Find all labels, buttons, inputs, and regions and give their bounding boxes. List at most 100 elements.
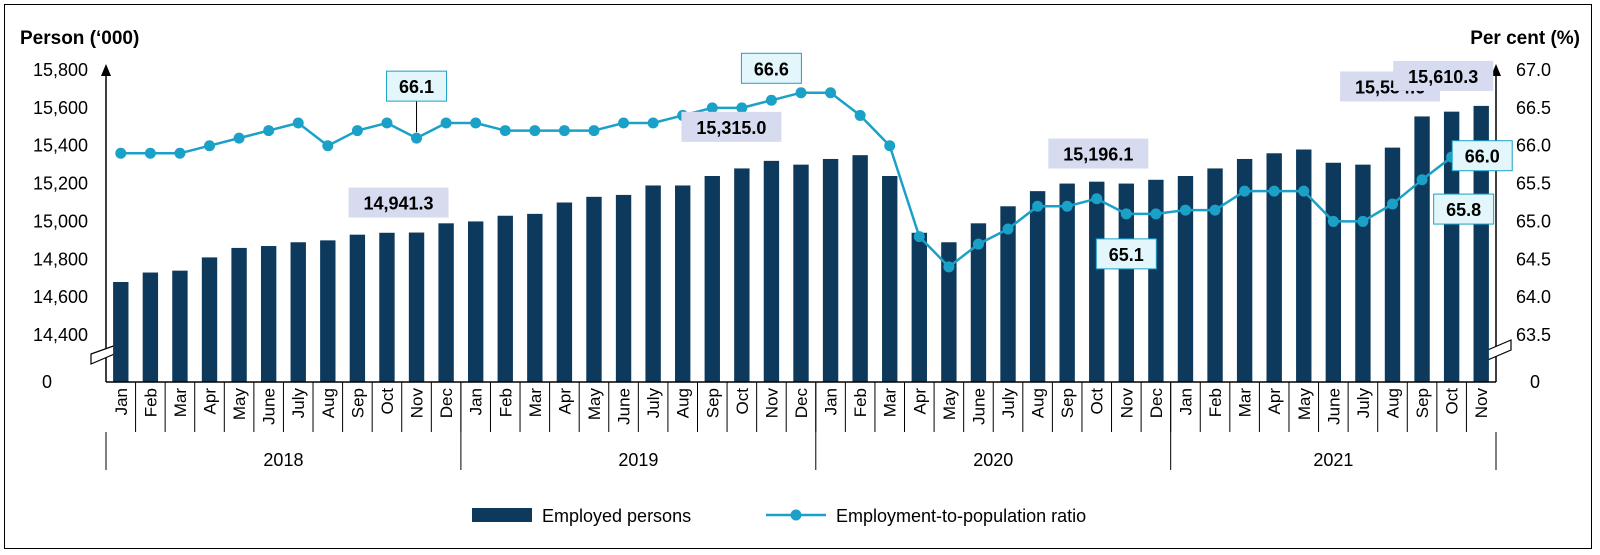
month-label: Apr: [201, 388, 220, 415]
ratio-point: [470, 117, 482, 129]
right-tick-label: 66.5: [1516, 98, 1551, 118]
month-label: Aug: [319, 388, 338, 418]
x-axis: Jan Feb Mar Apr May June July Aug Sep Oct Nov Dec Ja…: [105, 381, 1497, 470]
bar-data-label: 15,610.3: [1408, 67, 1478, 87]
month-label: Mar: [171, 388, 190, 418]
ratio-label-box: [386, 70, 448, 102]
ratio-point: [1002, 223, 1014, 235]
ratio-point: [322, 140, 334, 152]
month-label: June: [615, 388, 634, 425]
bar-employed-persons: [1177, 176, 1194, 382]
bar-employed-persons: [1296, 149, 1312, 382]
month-label: May: [230, 388, 249, 421]
month-label: June: [1324, 388, 1343, 425]
bar-employed-persons: [113, 282, 129, 382]
bar-employed-persons: [763, 160, 780, 382]
right-tick-label: 65.0: [1516, 211, 1551, 231]
left-axis-title: Person (‘000): [20, 28, 139, 49]
ratio-point: [854, 109, 866, 121]
ratio-label-box: [1095, 238, 1157, 270]
right-tick-label: 66.0: [1516, 136, 1551, 156]
month-label: July: [644, 388, 663, 419]
ratio-point: [647, 117, 659, 129]
month-label: Dec: [437, 388, 456, 419]
bar-data-label: 14,941.3: [363, 194, 433, 214]
bar-employed-persons: [1414, 116, 1430, 382]
legend: Employed persons Employment-to-populatio…: [472, 506, 1086, 526]
bar-employed-persons: [1089, 181, 1105, 382]
bar-employed-persons: [941, 242, 957, 382]
ratio-point: [1061, 200, 1073, 212]
month-label: Aug: [1383, 388, 1402, 418]
ratio-point: [736, 102, 748, 114]
month-label: Oct: [378, 388, 397, 415]
month-label: June: [969, 388, 988, 425]
ratio-point: [292, 117, 304, 129]
ratio-point: [233, 132, 245, 144]
ratio-point: [204, 140, 216, 152]
data-labels: 14,941.315,315.015,196.115,554.615,610.3…: [348, 52, 1513, 270]
month-label: Sep: [1413, 388, 1432, 418]
month-label: Jan: [467, 388, 486, 415]
month-label: July: [999, 388, 1018, 419]
bar-employed-persons: [1325, 162, 1342, 382]
right-tick-label: 64.0: [1516, 287, 1551, 307]
bar-employed-persons: [201, 257, 218, 382]
year-label: 2019: [618, 450, 658, 470]
ratio-point: [381, 117, 393, 129]
ratio-point: [706, 102, 718, 114]
ratio-data-label: 66.6: [754, 59, 789, 79]
month-label: July: [289, 388, 308, 419]
month-label: June: [260, 388, 279, 425]
right-tick-label: 64.5: [1516, 249, 1551, 269]
left-tick-label: 15,000: [33, 211, 88, 231]
bar-employed-persons: [615, 194, 632, 382]
bar-employed-persons: [290, 242, 306, 382]
ratio-point: [174, 147, 186, 159]
bar-data-label: 15,315.0: [696, 118, 766, 138]
bar-employed-persons: [556, 202, 573, 382]
bar-employed-persons: [970, 223, 987, 382]
ratio-point: [1327, 215, 1339, 227]
ratio-point: [913, 231, 925, 243]
bar-employed-persons: [1384, 147, 1401, 382]
bar-employed-persons: [408, 232, 425, 382]
ratio-point: [529, 125, 541, 137]
ratio-point: [440, 117, 452, 129]
ratio-point: [558, 125, 570, 137]
month-label: Feb: [1206, 388, 1225, 417]
ratio-point: [943, 261, 955, 273]
bar-label-box: [348, 187, 449, 218]
bar-employed-persons: [1000, 206, 1016, 382]
bar-employed-persons: [1236, 158, 1253, 382]
month-label: Sep: [348, 388, 367, 418]
month-label: May: [585, 388, 604, 421]
bar-employed-persons: [527, 213, 543, 382]
month-label: Oct: [733, 388, 752, 415]
ratio-data-label: 66.1: [399, 77, 434, 97]
bar-employed-persons: [852, 155, 868, 382]
bar-label-box: [1048, 138, 1149, 169]
bar-employed-persons: [734, 168, 750, 382]
ratio-point: [795, 87, 807, 99]
month-label: Feb: [851, 388, 870, 417]
year-label: 2018: [263, 450, 303, 470]
ratio-data-label: 65.1: [1109, 245, 1144, 265]
bar-employed-persons: [467, 221, 484, 382]
bar-employed-persons: [882, 176, 898, 382]
left-tick-label: 14,800: [33, 249, 88, 269]
bar-employed-persons: [1266, 153, 1282, 382]
bar-employed-persons: [1118, 183, 1135, 382]
month-label: July: [1354, 388, 1373, 419]
legend-label-ratio: Employment-to-population ratio: [836, 506, 1086, 526]
month-label: Dec: [792, 388, 811, 419]
month-label: Feb: [141, 388, 160, 417]
month-label: Mar: [1236, 388, 1255, 418]
ratio-label-box: [740, 52, 802, 84]
ratio-point: [1357, 215, 1369, 227]
ratio-point: [972, 238, 984, 250]
ratio-point: [884, 140, 896, 152]
ratio-point: [1179, 204, 1191, 216]
bar-employed-persons: [1148, 179, 1164, 382]
month-label: Apr: [910, 388, 929, 415]
